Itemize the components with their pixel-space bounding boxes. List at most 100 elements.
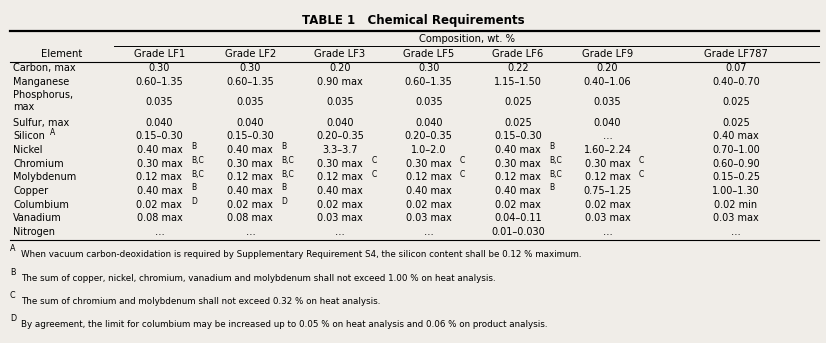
- Text: 0.12 max: 0.12 max: [227, 172, 273, 182]
- Text: Carbon, max: Carbon, max: [13, 63, 76, 73]
- Text: 0.90 max: 0.90 max: [317, 76, 363, 86]
- Text: 0.035: 0.035: [236, 97, 264, 107]
- Text: B: B: [549, 142, 554, 151]
- Text: B,C: B,C: [549, 156, 562, 165]
- Text: B: B: [191, 183, 196, 192]
- Text: Molybdenum: Molybdenum: [13, 172, 77, 182]
- Text: Grade LF787: Grade LF787: [704, 49, 768, 59]
- Text: max: max: [13, 103, 35, 113]
- Text: Grade LF1: Grade LF1: [134, 49, 185, 59]
- Text: Grade LF2: Grade LF2: [225, 49, 276, 59]
- Text: 0.04–0.11: 0.04–0.11: [494, 213, 542, 223]
- Text: C: C: [372, 156, 377, 165]
- Text: 0.03 max: 0.03 max: [317, 213, 363, 223]
- Text: B: B: [191, 142, 196, 151]
- Text: Phosphorus,: Phosphorus,: [13, 91, 74, 100]
- Text: Copper: Copper: [13, 186, 49, 196]
- Text: 0.03 max: 0.03 max: [585, 213, 630, 223]
- Text: 0.040: 0.040: [415, 118, 443, 128]
- Text: 0.12 max: 0.12 max: [495, 172, 541, 182]
- Text: 0.08 max: 0.08 max: [227, 213, 273, 223]
- Text: D: D: [282, 197, 287, 206]
- Text: B,C: B,C: [282, 156, 294, 165]
- Text: 0.30 max: 0.30 max: [585, 158, 630, 168]
- Text: …: …: [154, 227, 164, 237]
- Text: B,C: B,C: [282, 170, 294, 179]
- Text: 0.30: 0.30: [149, 63, 170, 73]
- Text: Grade LF9: Grade LF9: [582, 49, 634, 59]
- Text: 0.02 max: 0.02 max: [585, 200, 630, 210]
- Text: A: A: [50, 128, 55, 137]
- Text: TABLE 1   Chemical Requirements: TABLE 1 Chemical Requirements: [301, 14, 525, 27]
- Text: C: C: [460, 156, 465, 165]
- Text: 0.30 max: 0.30 max: [406, 158, 452, 168]
- Text: 0.60–0.90: 0.60–0.90: [712, 158, 760, 168]
- Text: 0.60–1.35: 0.60–1.35: [226, 76, 274, 86]
- Text: By agreement, the limit for columbium may be increased up to 0.05 % on heat anal: By agreement, the limit for columbium ma…: [21, 320, 548, 329]
- Text: C: C: [372, 170, 377, 179]
- Text: …: …: [603, 131, 612, 141]
- Text: C: C: [460, 170, 465, 179]
- Text: Silicon: Silicon: [13, 131, 45, 141]
- Text: 0.08 max: 0.08 max: [136, 213, 183, 223]
- Text: B: B: [282, 183, 287, 192]
- Text: C: C: [639, 170, 644, 179]
- Text: 0.040: 0.040: [236, 118, 264, 128]
- Text: 0.20: 0.20: [329, 63, 351, 73]
- Text: 0.22: 0.22: [507, 63, 529, 73]
- Text: Element: Element: [41, 49, 83, 59]
- Text: …: …: [335, 227, 344, 237]
- Text: 0.30 max: 0.30 max: [317, 158, 363, 168]
- Text: 0.03 max: 0.03 max: [406, 213, 452, 223]
- Text: 0.07: 0.07: [725, 63, 747, 73]
- Text: B: B: [10, 268, 16, 276]
- Text: 0.40 max: 0.40 max: [227, 145, 273, 155]
- Text: 0.30: 0.30: [240, 63, 261, 73]
- Text: Grade LF3: Grade LF3: [315, 49, 365, 59]
- Text: 0.15–0.30: 0.15–0.30: [226, 131, 274, 141]
- Text: Vanadium: Vanadium: [13, 213, 62, 223]
- Text: 0.75–1.25: 0.75–1.25: [583, 186, 632, 196]
- Text: 0.12 max: 0.12 max: [585, 172, 630, 182]
- Text: …: …: [424, 227, 434, 237]
- Text: Composition, wt. %: Composition, wt. %: [419, 34, 515, 44]
- Text: 0.12 max: 0.12 max: [406, 172, 452, 182]
- Text: 0.30 max: 0.30 max: [495, 158, 541, 168]
- Text: 0.025: 0.025: [504, 97, 532, 107]
- Text: 0.02 min: 0.02 min: [714, 200, 757, 210]
- Text: When vacuum carbon-deoxidation is required by Supplementary Requirement S4, the : When vacuum carbon-deoxidation is requir…: [21, 250, 582, 259]
- Text: 0.20–0.35: 0.20–0.35: [316, 131, 363, 141]
- Text: 0.01–0.030: 0.01–0.030: [491, 227, 545, 237]
- Text: 0.60–1.35: 0.60–1.35: [135, 76, 183, 86]
- Text: 0.30 max: 0.30 max: [136, 158, 183, 168]
- Text: 0.035: 0.035: [594, 97, 621, 107]
- Text: B: B: [282, 142, 287, 151]
- Text: 1.00–1.30: 1.00–1.30: [712, 186, 760, 196]
- Text: 0.040: 0.040: [594, 118, 621, 128]
- Text: 0.20: 0.20: [596, 63, 619, 73]
- Text: 0.15–0.30: 0.15–0.30: [494, 131, 542, 141]
- Text: Nitrogen: Nitrogen: [13, 227, 55, 237]
- Text: 0.02 max: 0.02 max: [495, 200, 541, 210]
- Text: B,C: B,C: [191, 170, 203, 179]
- Text: 0.02 max: 0.02 max: [317, 200, 363, 210]
- Text: 0.040: 0.040: [145, 118, 173, 128]
- Text: 0.15–0.30: 0.15–0.30: [135, 131, 183, 141]
- Text: 0.02 max: 0.02 max: [227, 200, 273, 210]
- Text: B,C: B,C: [191, 156, 203, 165]
- Text: B: B: [549, 183, 554, 192]
- Text: B,C: B,C: [549, 170, 562, 179]
- Text: D: D: [10, 314, 16, 323]
- Text: A: A: [10, 244, 16, 253]
- Text: 0.040: 0.040: [326, 118, 354, 128]
- Text: 0.20–0.35: 0.20–0.35: [405, 131, 453, 141]
- Text: 0.025: 0.025: [722, 97, 750, 107]
- Text: C: C: [10, 291, 16, 300]
- Text: 3.3–3.7: 3.3–3.7: [322, 145, 358, 155]
- Text: …: …: [603, 227, 612, 237]
- Text: 0.12 max: 0.12 max: [136, 172, 183, 182]
- Text: 0.40 max: 0.40 max: [406, 186, 452, 196]
- Text: 0.12 max: 0.12 max: [317, 172, 363, 182]
- Text: 0.30: 0.30: [418, 63, 439, 73]
- Text: 1.60–2.24: 1.60–2.24: [584, 145, 631, 155]
